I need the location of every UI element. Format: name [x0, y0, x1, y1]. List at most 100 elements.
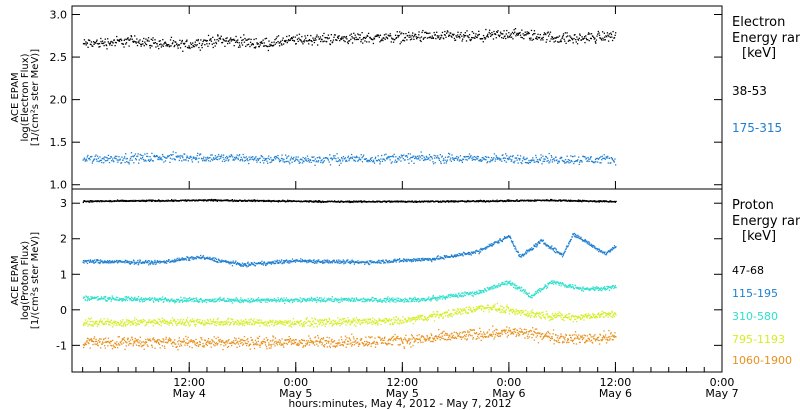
data-point [283, 161, 285, 163]
data-point [109, 297, 112, 299]
data-point [221, 259, 223, 261]
data-point [566, 246, 569, 248]
data-point [598, 157, 601, 159]
data-point [344, 299, 346, 301]
data-point [232, 260, 234, 262]
data-point [181, 155, 184, 157]
data-point [333, 157, 336, 159]
data-point [507, 234, 510, 237]
data-point [96, 155, 99, 157]
data-point [553, 160, 556, 162]
data-point [546, 157, 549, 159]
data-point [502, 154, 504, 156]
data-point [292, 36, 295, 38]
data-point [551, 245, 553, 247]
data-point [546, 38, 548, 41]
data-point [444, 156, 447, 158]
data-point [177, 259, 179, 261]
data-point [146, 152, 148, 155]
data-point [93, 297, 95, 299]
data-point [312, 299, 314, 301]
data-point [205, 40, 207, 42]
data-point [494, 33, 497, 36]
data-point [205, 157, 207, 159]
data-point [87, 158, 90, 160]
data-point [142, 155, 144, 157]
data-point [179, 301, 181, 303]
data-point [253, 38, 255, 41]
data-point [115, 296, 118, 298]
data-point [364, 298, 367, 300]
data-point [563, 251, 565, 254]
data-point [214, 200, 216, 202]
data-point [370, 37, 372, 40]
data-point [306, 201, 308, 203]
data-point [251, 297, 253, 300]
data-point [451, 255, 453, 258]
data-point [242, 300, 244, 302]
data-point [166, 200, 168, 202]
data-point [233, 300, 236, 302]
data-point [611, 158, 614, 160]
data-point [232, 298, 234, 300]
data-point [344, 157, 347, 159]
data-point [398, 261, 401, 263]
data-point [459, 159, 461, 161]
data-point [383, 297, 385, 300]
data-point [92, 41, 95, 43]
data-point [462, 255, 464, 257]
data-point [124, 299, 127, 302]
data-point [372, 300, 375, 302]
data-point [436, 200, 439, 202]
data-point [492, 285, 495, 287]
data-point [362, 297, 364, 299]
data-point [461, 254, 464, 256]
data-point [424, 298, 426, 300]
data-point [283, 158, 285, 161]
data-point [452, 157, 454, 159]
data-point [567, 245, 569, 247]
data-point [301, 159, 303, 161]
data-point [150, 38, 152, 41]
data-point [215, 42, 218, 45]
data-point [322, 262, 324, 264]
data-point [108, 161, 111, 164]
data-point [242, 200, 244, 202]
data-point [372, 261, 375, 264]
data-point [207, 45, 209, 47]
data-point [281, 154, 283, 156]
data-point [460, 31, 462, 34]
data-point [577, 199, 580, 201]
data-point [560, 200, 562, 202]
data-point [369, 36, 371, 39]
data-point [229, 300, 231, 302]
data-point [330, 298, 332, 300]
data-point [91, 261, 94, 263]
data-point [232, 261, 234, 264]
data-point [183, 259, 185, 261]
data-point [210, 200, 212, 202]
data-point [513, 162, 515, 164]
data-point [300, 158, 302, 160]
data-point [608, 157, 611, 160]
data-point [354, 261, 357, 264]
data-point [118, 261, 120, 263]
data-point [94, 155, 96, 158]
data-point [267, 200, 269, 202]
data-point [108, 261, 110, 263]
data-point [176, 45, 179, 47]
data-point [197, 161, 200, 163]
data-point [402, 39, 404, 41]
data-point [229, 200, 231, 202]
data-point [388, 297, 390, 300]
data-point [128, 39, 130, 41]
data-point [450, 160, 453, 162]
data-point [196, 255, 198, 258]
data-point [214, 157, 217, 159]
data-point [258, 299, 260, 301]
data-point [321, 300, 324, 302]
data-point [252, 43, 254, 45]
data-point [263, 200, 265, 203]
data-point [568, 162, 570, 164]
data-point [213, 259, 216, 261]
